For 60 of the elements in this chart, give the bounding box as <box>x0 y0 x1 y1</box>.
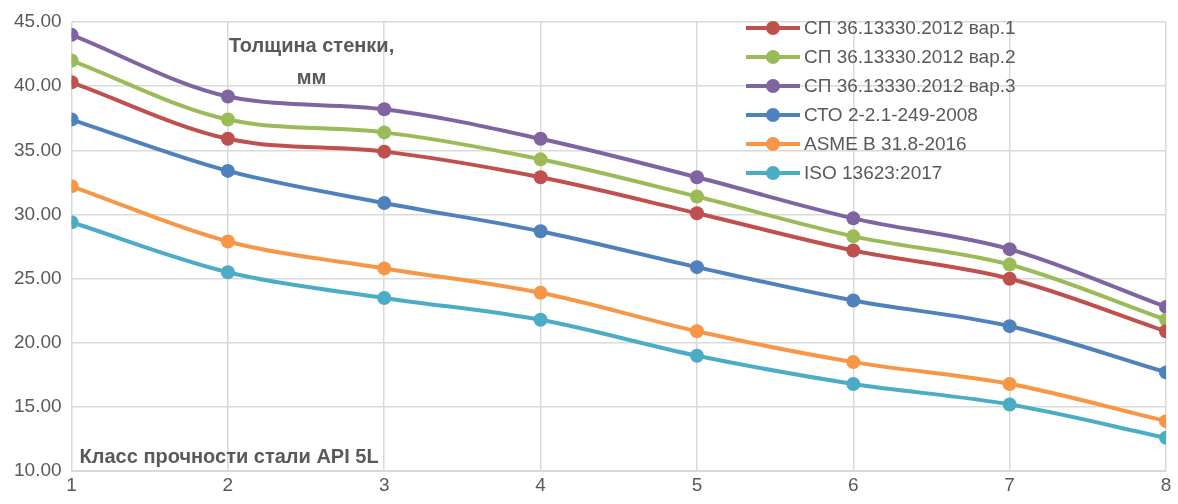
point <box>1002 376 1017 391</box>
point <box>220 234 235 249</box>
point <box>377 125 392 140</box>
y-tick-label: 30.00 <box>14 202 62 224</box>
point <box>533 312 548 327</box>
y-tick-label: 45.00 <box>14 10 62 32</box>
y-tick-label: 25.00 <box>14 266 62 288</box>
point <box>377 290 392 305</box>
point <box>377 261 392 276</box>
x-tick-label: 3 <box>378 473 390 495</box>
y-tick-label: 20.00 <box>14 331 62 353</box>
legend-label: СП 36.13330.2012 вар.2 <box>804 46 1016 68</box>
x-tick-label: 5 <box>691 473 703 495</box>
point <box>689 206 704 221</box>
y-axis-title: Толщина стенки, мм <box>228 33 395 88</box>
legend-label: СП 36.13330.2012 вар.1 <box>804 17 1016 39</box>
point <box>689 324 704 339</box>
point <box>689 348 704 363</box>
point <box>1002 397 1017 412</box>
point <box>1002 319 1017 334</box>
point <box>377 102 392 117</box>
legend-label: СП 36.13330.2012 вар.3 <box>804 75 1016 97</box>
point <box>846 211 861 226</box>
point <box>377 144 392 159</box>
point <box>220 163 235 178</box>
x-tick-label: 8 <box>1160 473 1172 495</box>
point <box>220 131 235 146</box>
point <box>533 224 548 239</box>
x-axis-title: Класс прочности стали API 5L <box>79 444 379 467</box>
point <box>689 260 704 275</box>
point <box>533 170 548 185</box>
point <box>533 131 548 146</box>
point <box>846 229 861 244</box>
y-tick-label: 35.00 <box>14 138 62 160</box>
point <box>846 243 861 258</box>
y-tick-label: 15.00 <box>14 395 62 417</box>
legend-label: ASME B 31.8-2016 <box>804 133 967 155</box>
point <box>1002 242 1017 257</box>
x-tick-label: 4 <box>535 473 547 495</box>
y-tick-label: 40.00 <box>14 74 62 96</box>
legend-label: СТО 2-2.1-249-2008 <box>804 104 978 126</box>
point <box>533 152 548 167</box>
point <box>1002 271 1017 286</box>
x-tick-label: 1 <box>66 473 77 495</box>
y-tick-label: 10.00 <box>14 459 62 481</box>
point <box>1002 257 1017 272</box>
point <box>846 293 861 308</box>
legend-label: ISO 13623:2017 <box>804 162 943 184</box>
point <box>846 376 861 391</box>
point <box>220 112 235 127</box>
x-tick-label: 6 <box>848 473 859 495</box>
point <box>533 285 548 300</box>
point <box>377 195 392 210</box>
point <box>846 355 861 370</box>
point <box>220 265 235 280</box>
x-tick-label: 2 <box>222 473 234 495</box>
point <box>220 89 235 104</box>
point <box>689 170 704 185</box>
x-tick-label: 7 <box>1004 473 1015 495</box>
point <box>689 189 704 204</box>
